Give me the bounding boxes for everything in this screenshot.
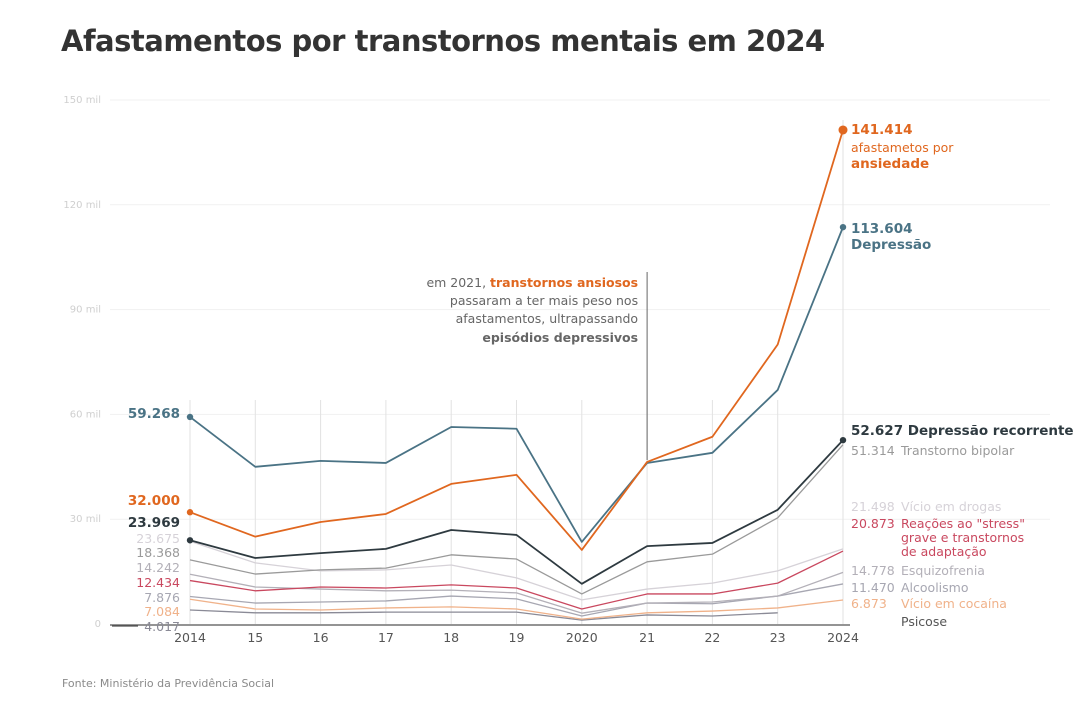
y-tick-label: 120 mil	[63, 200, 101, 211]
gridlines	[110, 99, 1050, 520]
start-label-drogas: 23.675	[136, 531, 180, 546]
start-label-bipolar: 18.368	[136, 545, 180, 560]
end-label-ansiedade: 141.414	[851, 122, 913, 138]
end-text-esquizofrenia: Esquizofrenia	[901, 563, 985, 578]
y-tick-label: 0	[95, 619, 101, 630]
series-line-depressao_recorrente	[189, 439, 844, 585]
x-tick-label: 21	[639, 630, 655, 645]
series-line-cocaina	[189, 598, 844, 620]
end-label-cocaina: 6.873	[851, 596, 887, 611]
start-label-alcoolismo: 7.876	[144, 590, 180, 605]
x-tick-label: 18	[443, 630, 459, 645]
series-lines	[186, 125, 848, 621]
start-dot-ansiedade	[186, 509, 194, 516]
x-axis: 2014 15 16 17 18 19 2020 21 22 23 2024	[110, 624, 859, 645]
end-label-alcoolismo: 11.470	[851, 580, 895, 595]
x-tick-label: 2020	[566, 630, 598, 645]
x-gridlines	[189, 120, 844, 624]
end-text-cocaina: Vício em cocaína	[901, 596, 1007, 611]
x-tick-label: 2014	[174, 630, 206, 645]
end-dot-ansiedade	[838, 125, 848, 135]
series-line-psicose	[189, 609, 778, 621]
x-tick-label: 23	[770, 630, 786, 645]
x-tick-label: 17	[378, 630, 394, 645]
start-label-cocaina: 7.084	[144, 604, 180, 619]
end-text-psicose: Psicose	[901, 614, 947, 629]
start-label-stress: 12.434	[136, 575, 180, 590]
x-tick-label: 16	[313, 630, 329, 645]
end-text-stress: Reações ao "stress"	[901, 516, 1025, 531]
annotation-text: em 2021, transtornos ansiosos	[426, 275, 638, 290]
y-axis: 0 30 mil 60 mil 90 mil 120 mil 150 mil	[63, 95, 101, 630]
y-tick-label: 90 mil	[70, 305, 101, 316]
start-label-ansiedade: 32.000	[128, 493, 180, 509]
x-tick-label: 2024	[827, 630, 859, 645]
end-text-bipolar: Transtorno bipolar	[900, 443, 1015, 458]
end-text-stress: de adaptação	[901, 544, 987, 559]
end-label-depressao: 113.604	[851, 221, 913, 237]
y-tick-label: 60 mil	[70, 409, 101, 420]
end-text-drogas: Vício em drogas	[901, 499, 1001, 514]
series-line-alcoolismo	[189, 583, 844, 617]
annotation-text: passaram a ter mais peso nos	[450, 293, 638, 308]
annotation-text: afastamentos, ultrapassando	[456, 311, 638, 326]
start-label-depressao: 59.268	[128, 406, 180, 422]
start-dot-depressao_recorrente	[186, 537, 194, 544]
series-line-bipolar	[189, 444, 844, 595]
end-label-drogas: 21.498	[851, 499, 895, 514]
annotation-2021: em 2021, transtornos ansiosos passaram a …	[426, 272, 648, 460]
source-note: Fonte: Ministério da Previdência Social	[62, 677, 275, 690]
end-text-ansiedade: afastametos por	[851, 140, 954, 155]
start-label-psicose: 4.017	[144, 619, 180, 634]
series-line-drogas	[189, 540, 844, 601]
series-line-ansiedade	[189, 129, 844, 551]
start-label-depressao_recorrente: 23.969	[128, 515, 180, 531]
x-tick-label: 19	[509, 630, 525, 645]
chart-title: Afastamentos por transtornos mentais em …	[61, 24, 825, 58]
end-label-depressao-recorrente: 52.627 Depressão recorrente	[851, 423, 1074, 439]
x-tick-label: 22	[704, 630, 720, 645]
series-line-depressao	[189, 226, 844, 543]
start-label-esquizofrenia: 14.242	[136, 560, 180, 575]
end-text-stress: grave e transtornos	[901, 530, 1024, 545]
end-text-ansiedade: ansiedade	[851, 156, 929, 172]
annotation-text: episódios depressivos	[482, 330, 638, 345]
end-dot-depressao_recorrente	[839, 436, 847, 444]
end-label-stress: 20.873	[851, 516, 895, 531]
series-line-stress	[189, 550, 844, 610]
y-tick-label: 30 mil	[70, 514, 101, 525]
end-text-depressao: Depressão	[851, 237, 931, 253]
start-dot-depressao	[186, 413, 194, 421]
y-tick-label: 150 mil	[63, 95, 101, 106]
end-label-esquizofrenia: 14.778	[851, 563, 895, 578]
end-text-alcoolismo: Alcoolismo	[901, 580, 968, 595]
end-label-bipolar: 51.314	[851, 443, 895, 458]
end-dot-depressao	[839, 223, 847, 231]
x-tick-label: 15	[247, 630, 263, 645]
